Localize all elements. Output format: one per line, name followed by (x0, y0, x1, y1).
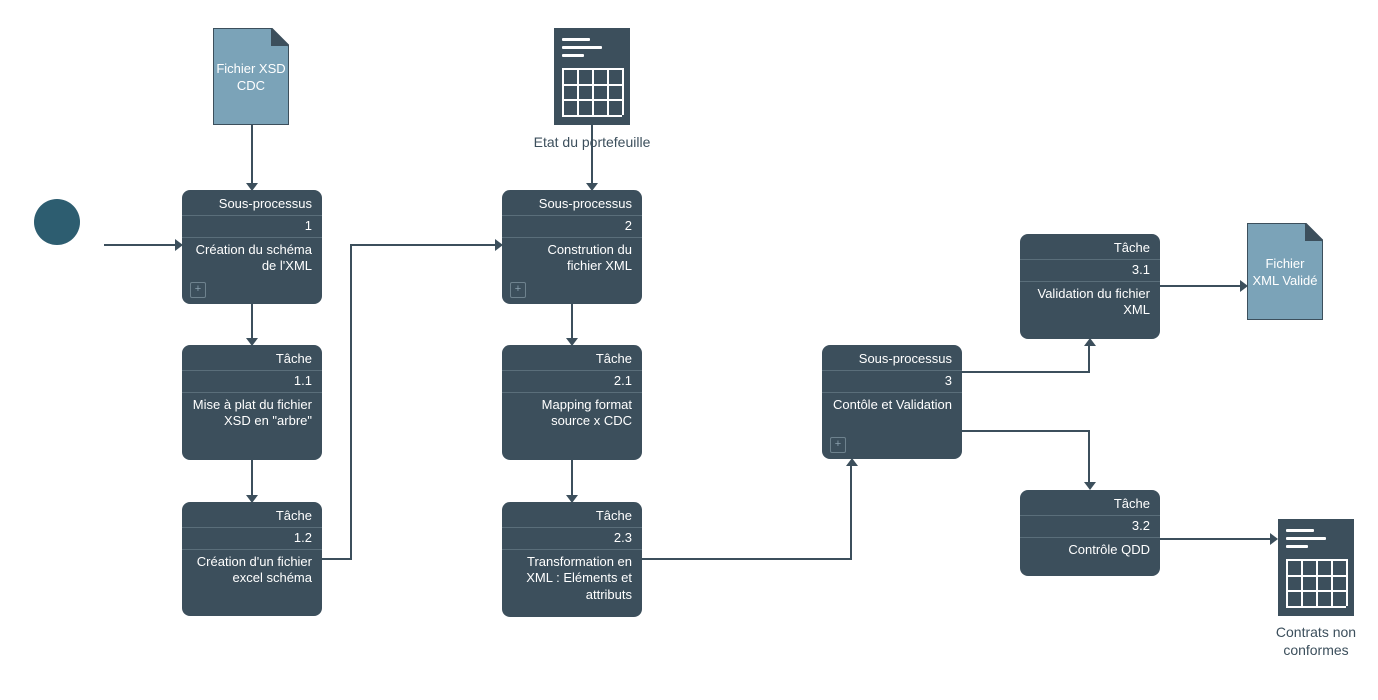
report-contrats-label2: conformes (1248, 642, 1378, 658)
start-event (34, 199, 80, 245)
node-sp1-number: 1 (182, 216, 322, 237)
arrow-7-head (566, 495, 578, 503)
expand-icon[interactable]: + (190, 282, 206, 298)
node-sp3-type: Sous-processus (822, 345, 962, 370)
node-t31-desc: Validation du fichier XML (1020, 282, 1160, 325)
arrow-3-head (246, 495, 258, 503)
arrow-7-seg-0 (571, 460, 573, 495)
document-xsd-label2: CDC (213, 78, 289, 94)
arrow-8-seg-0 (642, 558, 852, 560)
arrow-10-seg-1 (1088, 430, 1090, 482)
arrow-4-seg-0 (322, 558, 352, 560)
arrow-4-seg-2 (350, 244, 495, 246)
document-valide-label2: XML Validé (1247, 273, 1323, 289)
node-t23-number: 2.3 (502, 528, 642, 549)
node-sp1-desc: Création du schéma de l'XML (182, 238, 322, 281)
arrow-0-head (246, 183, 258, 191)
arrow-2-head (246, 338, 258, 346)
node-t31-number: 3.1 (1020, 260, 1160, 281)
node-t23: Tâche2.3Transformation en XML : Eléments… (502, 502, 642, 617)
report-contrats-label1: Contrats non (1248, 624, 1378, 640)
document-valide-label: Fichier (1247, 256, 1323, 272)
node-t12-type: Tâche (182, 502, 322, 527)
arrow-2-seg-0 (251, 304, 253, 338)
node-t21-desc: Mapping format source x CDC (502, 393, 642, 436)
document-xsd-label: Fichier XSD (213, 61, 289, 77)
flowchart-canvas: Fichier XSDCDCFichierXML ValidéEtat du p… (0, 0, 1378, 700)
node-t32-desc: Contrôle QDD (1020, 538, 1160, 564)
arrow-8-seg-1 (850, 466, 852, 560)
node-sp3-number: 3 (822, 371, 962, 392)
node-t21: Tâche2.1Mapping format source x CDC (502, 345, 642, 460)
arrow-12-head (1270, 533, 1278, 545)
node-t23-type: Tâche (502, 502, 642, 527)
arrow-9-head (1084, 338, 1096, 346)
arrow-10-seg-0 (962, 430, 1090, 432)
node-sp3-desc: Contôle et Validation (822, 393, 962, 419)
arrow-6-head (566, 338, 578, 346)
arrow-11-seg-0 (1160, 285, 1240, 287)
document-xsd: Fichier XSDCDC (213, 28, 289, 125)
node-sp2: Sous-processus2Constrution du fichier XM… (502, 190, 642, 304)
arrow-4-head (495, 239, 503, 251)
arrow-8-head (846, 458, 858, 466)
arrow-6-seg-0 (571, 304, 573, 338)
arrow-3-seg-0 (251, 460, 253, 495)
node-t21-type: Tâche (502, 345, 642, 370)
expand-icon[interactable]: + (830, 437, 846, 453)
node-t32-type: Tâche (1020, 490, 1160, 515)
node-t32-number: 3.2 (1020, 516, 1160, 537)
report-portefeuille (554, 28, 630, 125)
node-sp2-number: 2 (502, 216, 642, 237)
arrow-11-head (1240, 280, 1248, 292)
arrow-1-head (175, 239, 183, 251)
node-t32: Tâche3.2Contrôle QDD (1020, 490, 1160, 576)
arrow-12-seg-0 (1160, 538, 1270, 540)
node-t12-desc: Création d'un fichier excel schéma (182, 550, 322, 593)
arrow-5-head (586, 183, 598, 191)
arrow-9-seg-1 (1088, 346, 1090, 373)
node-t11-number: 1.1 (182, 371, 322, 392)
node-sp3: Sous-processus3Contôle et Validation + (822, 345, 962, 459)
node-sp1-type: Sous-processus (182, 190, 322, 215)
node-t11-desc: Mise à plat du fichier XSD en "arbre" (182, 393, 322, 436)
arrow-9-seg-0 (962, 371, 1090, 373)
arrow-10-head (1084, 482, 1096, 490)
node-t11: Tâche1.1Mise à plat du fichier XSD en "a… (182, 345, 322, 460)
node-t23-desc: Transformation en XML : Eléments et attr… (502, 550, 642, 609)
report-contrats (1278, 519, 1354, 616)
node-t21-number: 2.1 (502, 371, 642, 392)
node-sp2-type: Sous-processus (502, 190, 642, 215)
node-t31-type: Tâche (1020, 234, 1160, 259)
arrow-0-seg-0 (251, 125, 253, 183)
node-t31: Tâche3.1Validation du fichier XML (1020, 234, 1160, 339)
arrow-5-seg-0 (591, 125, 593, 183)
node-sp2-desc: Constrution du fichier XML (502, 238, 642, 281)
document-valide: FichierXML Validé (1247, 223, 1323, 320)
arrow-4-seg-1 (350, 246, 352, 560)
arrow-1-seg-0 (104, 244, 175, 246)
node-t12: Tâche1.2Création d'un fichier excel sché… (182, 502, 322, 616)
expand-icon[interactable]: + (510, 282, 526, 298)
node-t11-type: Tâche (182, 345, 322, 370)
node-t12-number: 1.2 (182, 528, 322, 549)
node-sp1: Sous-processus1Création du schéma de l'X… (182, 190, 322, 304)
